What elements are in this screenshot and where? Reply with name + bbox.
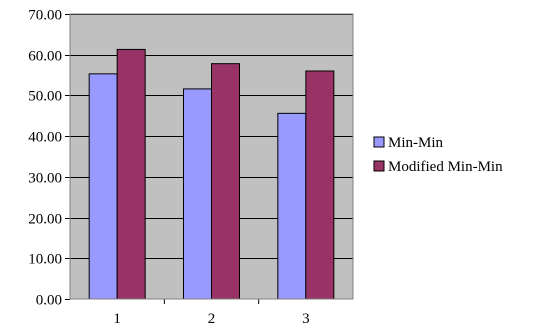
y-axis-tick-labels: 0.00 10.00 20.00 30.00 40.00 50.00 60.00 70.00 [28, 8, 70, 309]
legend-label-min-min: Min-Min [388, 135, 444, 151]
y-tick-label: 0.00 [36, 293, 62, 309]
y-tick-label: 10.00 [28, 252, 62, 268]
x-tick-label: 3 [302, 311, 310, 327]
y-tick-label: 60.00 [28, 49, 62, 65]
legend: Min-Min Modified Min-Min [373, 135, 503, 175]
y-tick-label: 40.00 [28, 130, 62, 146]
bar-modified-min-min-1 [116, 48, 146, 300]
legend-swatch-min-min [373, 136, 385, 148]
x-tick-label: 2 [208, 311, 216, 327]
y-tick-label: 20.00 [28, 212, 62, 228]
legend-label-modified-min-min: Modified Min-Min [388, 159, 503, 175]
bar-modified-min-min-2 [211, 63, 240, 300]
bar-min-min-3 [277, 112, 307, 300]
y-tick-label: 30.00 [28, 171, 62, 187]
x-axis-tick-labels: 1 2 3 [113, 299, 310, 327]
legend-swatch-modified-min-min [373, 160, 385, 172]
bar-min-min-2 [183, 88, 212, 300]
y-tick-label: 50.00 [28, 89, 62, 105]
y-tick-label: 70.00 [28, 8, 62, 24]
bar-min-min-1 [88, 73, 118, 300]
x-tick-label: 1 [113, 311, 121, 327]
bar-modified-min-min-3 [305, 70, 335, 300]
bars [88, 48, 335, 300]
plot-area-border [69, 13, 354, 300]
